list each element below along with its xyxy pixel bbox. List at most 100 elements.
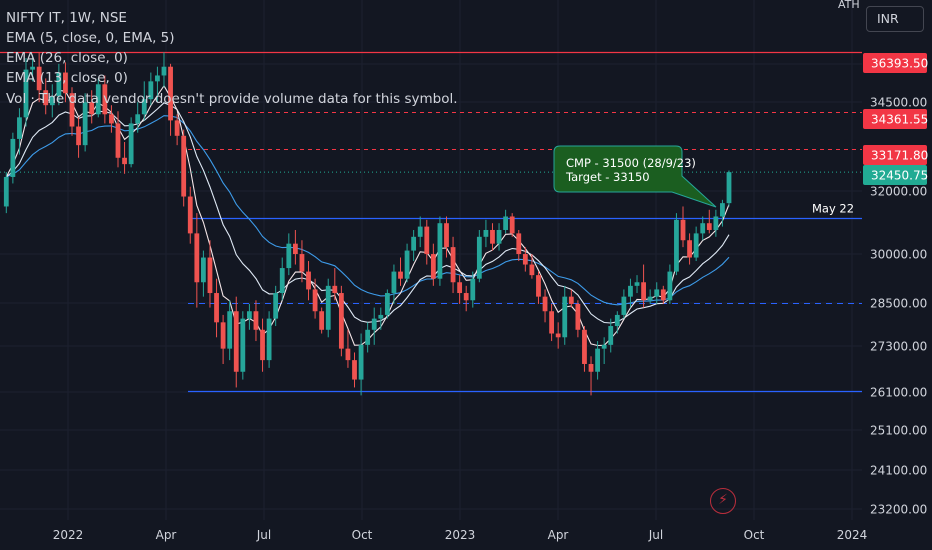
candle-body	[641, 282, 646, 301]
candle-body	[10, 138, 16, 177]
candle-body	[286, 243, 292, 269]
candle-body	[194, 233, 200, 283]
candle-body	[516, 233, 522, 255]
candle-body	[674, 219, 679, 272]
candle-body	[82, 102, 88, 146]
candle-body	[503, 216, 509, 230]
candle-body	[450, 247, 456, 283]
candle-body	[582, 329, 587, 364]
candle-body	[693, 233, 699, 258]
candle-body	[36, 66, 42, 91]
candle-body	[496, 229, 502, 244]
candle-body	[201, 257, 206, 283]
candle-body	[595, 348, 600, 372]
ath-label: ATH	[838, 0, 860, 11]
candle-body	[325, 285, 331, 330]
candle-body	[240, 318, 246, 372]
candle-body	[384, 293, 390, 315]
price-tag-label: 34361.55	[871, 113, 928, 127]
candle-body	[509, 216, 515, 234]
candle-body	[345, 348, 351, 361]
volume-legend[interactable]: Vol · The data vendor doesn't provide vo…	[6, 91, 458, 107]
candle-body	[476, 236, 482, 279]
candle-body	[161, 66, 167, 76]
candle-body	[63, 72, 68, 94]
ema13-line	[5, 102, 730, 324]
callout-line-1: CMP - 31500 (28/9/23)	[566, 156, 696, 170]
candle-body	[332, 285, 338, 294]
candle-body	[522, 254, 528, 265]
candle-body	[43, 90, 49, 106]
candle-body	[654, 289, 660, 297]
candle-body	[273, 293, 279, 319]
candle-body	[634, 282, 640, 286]
candlestick-series	[3, 52, 732, 396]
candle-body	[109, 114, 114, 124]
currency-selector[interactable]: INR	[866, 6, 924, 32]
candle-body	[17, 117, 22, 139]
candle-body	[706, 223, 712, 230]
candle-body	[588, 363, 594, 372]
candle-body	[56, 72, 62, 97]
candle-body	[444, 223, 449, 248]
candle-body	[680, 219, 686, 241]
candle-body	[575, 303, 581, 330]
candle-body	[76, 126, 81, 146]
candle-body	[424, 226, 430, 255]
candle-body	[115, 123, 121, 158]
candle-body	[371, 318, 377, 330]
price-tag-box	[863, 109, 927, 129]
candle-body	[404, 250, 410, 279]
candle-body	[266, 318, 272, 361]
candle-body	[713, 216, 719, 230]
cmp-target-callout[interactable]: CMP - 31500 (28/9/23) Target - 33150	[553, 145, 717, 208]
ema26-line	[6, 115, 730, 306]
candle-body	[601, 344, 607, 349]
ema26-legend[interactable]: EMA (26, close, 0)	[6, 50, 128, 66]
lightning-icon[interactable]: ⚡	[710, 488, 736, 514]
level-label-text: May 22	[812, 202, 854, 216]
candle-body	[279, 268, 285, 294]
ema5-legend[interactable]: EMA (5, close, 0, EMA, 5)	[6, 30, 175, 46]
price-tags: 36393.50 34361.55 33171.80 32450.75	[863, 53, 928, 185]
candle-body	[483, 229, 489, 237]
price-axis[interactable]: 36000.0034500.0032000.0030000.0028500.00…	[862, 0, 932, 550]
candle-body	[700, 223, 706, 234]
candle-body	[687, 240, 692, 258]
price-tag-box	[863, 145, 927, 165]
candle-body	[168, 66, 173, 121]
candle-body	[135, 114, 141, 124]
price-tick-label: 27300.00	[870, 340, 927, 354]
time-tick-label: Jul	[256, 528, 271, 542]
candle-body	[614, 314, 620, 327]
candle-body	[549, 311, 555, 334]
candle-body	[220, 322, 226, 349]
candle-body	[647, 296, 653, 301]
price-tag-label: 32450.75	[871, 169, 928, 183]
price-tick-label: 34500.00	[870, 96, 927, 110]
candle-body	[292, 243, 298, 255]
time-tick-label: Oct	[744, 528, 765, 542]
time-tick-label: Apr	[156, 528, 177, 542]
price-tag-label: 33171.80	[871, 149, 928, 163]
ema13-legend[interactable]: EMA (13, close, 0)	[6, 70, 128, 86]
candle-body	[155, 75, 160, 82]
callout-shape	[553, 145, 717, 208]
candle-body	[542, 296, 548, 312]
price-tick-label: 24100.00	[870, 464, 927, 478]
candle-body	[319, 311, 325, 330]
candle-body	[536, 275, 541, 297]
candle-body	[207, 257, 213, 294]
candle-body	[89, 102, 95, 115]
callout-line-2: Target - 33150	[565, 170, 650, 184]
candle-body	[720, 203, 725, 217]
price-tick-label: 23200.00	[870, 503, 927, 517]
time-axis[interactable]: 2022 Apr Jul Oct 2023 Apr Jul Oct 2024	[53, 528, 868, 542]
candle-body	[23, 69, 29, 118]
candle-body	[128, 123, 134, 165]
symbol-title[interactable]: NIFTY IT, 1W, NSE	[6, 10, 127, 26]
price-tick-label: 32000.00	[870, 185, 927, 199]
candle-body	[430, 254, 436, 279]
level-label-may22: May 22	[812, 202, 854, 216]
